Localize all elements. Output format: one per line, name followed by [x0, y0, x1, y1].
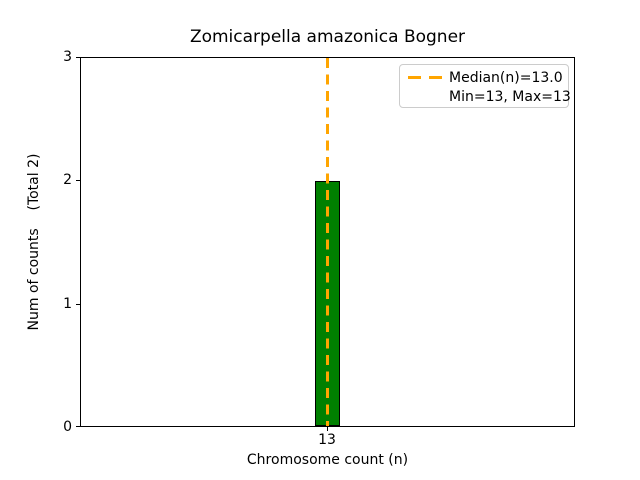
legend: Median(n)=13.0 Min=13, Max=13	[399, 64, 571, 108]
legend-handle-spacer	[408, 95, 442, 98]
legend-label-minmax: Min=13, Max=13	[449, 88, 571, 105]
y-tick-label-2: 2	[63, 172, 72, 188]
y-tick-mark	[76, 304, 80, 305]
y-tick-label-0: 0	[63, 419, 72, 435]
median-dashed-line	[326, 58, 329, 426]
y-tick-mark	[76, 57, 80, 58]
legend-entry-minmax: Min=13, Max=13	[408, 87, 571, 106]
y-tick-mark	[76, 426, 80, 427]
x-tick-label: 13	[318, 432, 336, 448]
chart-title: Zomicarpella amazonica Bogner	[189, 27, 466, 47]
plot-area	[80, 57, 575, 427]
y-tick-mark	[76, 180, 80, 181]
dashed-line-icon	[408, 76, 442, 79]
x-tick-mark	[327, 427, 328, 431]
legend-label-median: Median(n)=13.0	[449, 69, 563, 86]
y-axis-label: Num of counts (Total 2)	[26, 153, 42, 331]
legend-entry-median: Median(n)=13.0	[408, 68, 563, 87]
y-tick-label-3: 3	[63, 49, 72, 65]
x-axis-label: Chromosome count (n)	[246, 452, 409, 468]
y-tick-label-1: 1	[63, 296, 72, 312]
